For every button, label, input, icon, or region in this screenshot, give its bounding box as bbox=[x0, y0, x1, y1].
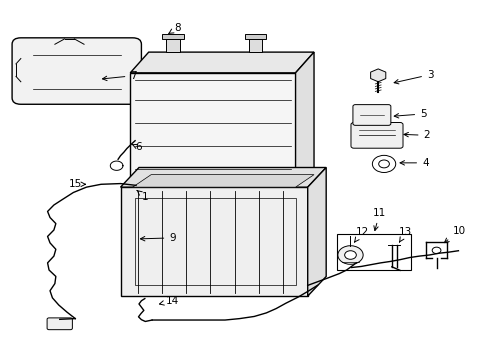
Polygon shape bbox=[370, 69, 385, 82]
Text: 12: 12 bbox=[354, 227, 368, 242]
Polygon shape bbox=[130, 52, 313, 73]
Circle shape bbox=[431, 247, 440, 253]
Polygon shape bbox=[132, 175, 313, 187]
Bar bbox=[135, 198, 295, 285]
Text: 1: 1 bbox=[137, 190, 148, 202]
Bar bbox=[336, 234, 410, 270]
Text: 3: 3 bbox=[393, 69, 433, 84]
Text: 10: 10 bbox=[444, 226, 465, 243]
Bar bbox=[120, 187, 307, 296]
Bar bbox=[125, 191, 300, 200]
Text: 5: 5 bbox=[393, 109, 426, 119]
FancyBboxPatch shape bbox=[47, 318, 72, 330]
Bar bbox=[162, 34, 183, 39]
Bar bbox=[244, 34, 266, 39]
Text: 4: 4 bbox=[399, 158, 428, 168]
Text: 14: 14 bbox=[159, 296, 179, 306]
Polygon shape bbox=[120, 167, 325, 187]
Bar bbox=[130, 73, 295, 191]
Text: 6: 6 bbox=[132, 142, 142, 152]
Bar bbox=[166, 39, 180, 52]
Text: 15: 15 bbox=[68, 179, 85, 189]
Text: 13: 13 bbox=[399, 227, 412, 242]
Bar bbox=[295, 191, 313, 200]
FancyBboxPatch shape bbox=[12, 38, 141, 104]
Text: 9: 9 bbox=[140, 233, 176, 243]
Circle shape bbox=[344, 251, 356, 259]
Text: 8: 8 bbox=[168, 23, 181, 33]
Polygon shape bbox=[295, 52, 313, 191]
Bar bbox=[248, 39, 262, 52]
Text: 2: 2 bbox=[403, 130, 429, 140]
Text: 11: 11 bbox=[372, 208, 386, 230]
Circle shape bbox=[337, 246, 363, 264]
Polygon shape bbox=[307, 167, 325, 296]
Text: 7: 7 bbox=[102, 71, 137, 81]
Polygon shape bbox=[295, 183, 313, 200]
FancyBboxPatch shape bbox=[350, 122, 402, 148]
FancyBboxPatch shape bbox=[352, 105, 390, 125]
